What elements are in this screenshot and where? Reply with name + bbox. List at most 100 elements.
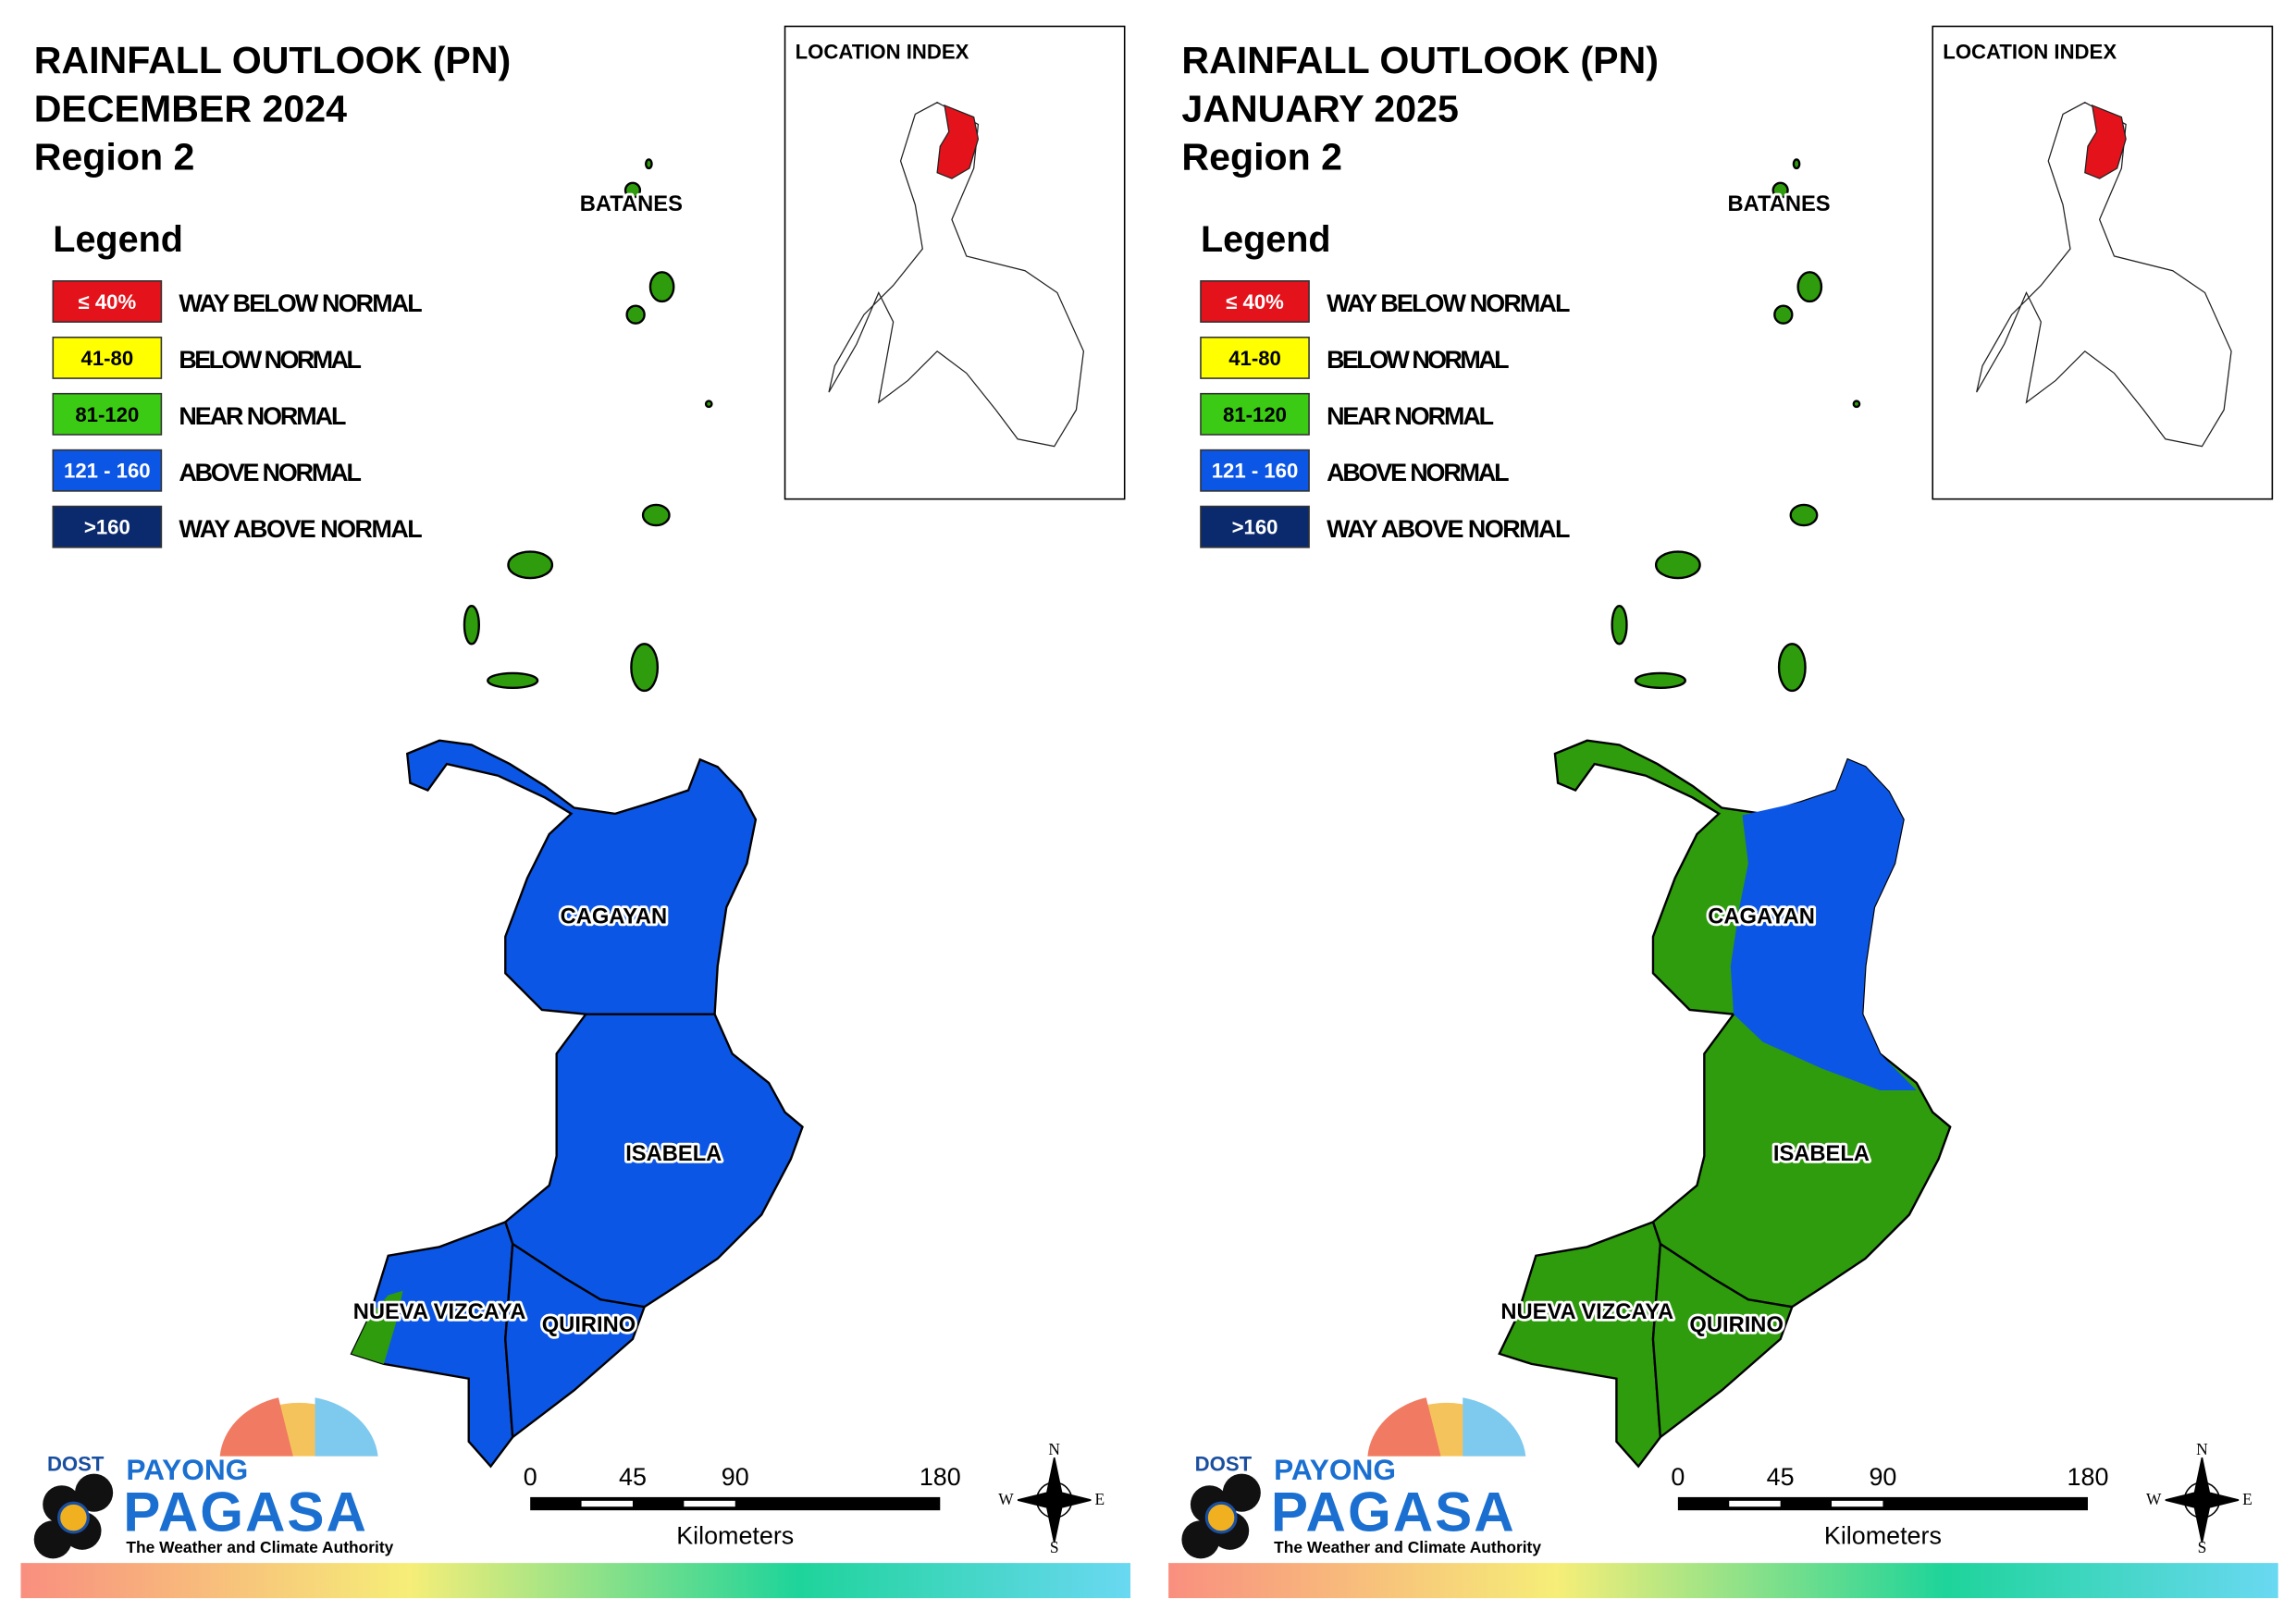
legend-label: BELOW NORMAL bbox=[179, 346, 361, 374]
logo-tagline: The Weather and Climate Authority bbox=[126, 1538, 393, 1556]
umbrella-right bbox=[1463, 1397, 1526, 1457]
umbrella-left bbox=[1367, 1397, 1441, 1457]
philippines bbox=[828, 102, 1085, 448]
province-label: ISABELA bbox=[1773, 1142, 1870, 1166]
footer-band bbox=[20, 1563, 1131, 1599]
panel-title: RAINFALL OUTLOOK (PN) bbox=[34, 39, 512, 81]
philippines bbox=[1976, 102, 2232, 448]
compass-ring bbox=[2183, 1482, 2221, 1518]
island bbox=[487, 671, 539, 689]
legend-label: NEAR NORMAL bbox=[179, 402, 346, 430]
island bbox=[1634, 671, 1686, 689]
legend-label: WAY BELOW NORMAL bbox=[179, 289, 422, 317]
legend-swatch bbox=[1200, 336, 1310, 379]
logo-seal bbox=[1204, 1501, 1238, 1534]
legend-range: 41-80 bbox=[81, 347, 134, 370]
legend-label: NEAR NORMAL bbox=[1327, 402, 1494, 430]
province bbox=[405, 739, 758, 1015]
legend-swatch bbox=[1200, 280, 1310, 323]
compass-letter: S bbox=[2198, 1538, 2207, 1556]
compass-rose bbox=[1017, 1457, 1092, 1543]
legend-swatch bbox=[52, 392, 163, 436]
island bbox=[1773, 304, 1794, 325]
umbrella-right bbox=[315, 1397, 378, 1457]
panel-title: JANUARY 2025 bbox=[1181, 87, 1458, 129]
legend-title: Legend bbox=[53, 219, 183, 260]
legend-label: ABOVE NORMAL bbox=[179, 459, 361, 486]
legend-label: ABOVE NORMAL bbox=[1327, 459, 1509, 486]
legend-swatch bbox=[52, 505, 163, 548]
panel-title: DECEMBER 2024 bbox=[34, 87, 347, 129]
province bbox=[1498, 1220, 1662, 1469]
legend-swatch bbox=[1200, 449, 1310, 492]
logo-agency: DOST bbox=[47, 1452, 105, 1475]
island bbox=[623, 181, 642, 199]
province-label: NUEVA VIZCAYA bbox=[353, 1300, 526, 1324]
legend-range: 121 - 160 bbox=[1212, 460, 1299, 483]
province-label: ISABELA bbox=[625, 1142, 722, 1166]
scale-tick: 45 bbox=[1767, 1463, 1795, 1491]
legend-range: 41-80 bbox=[1228, 347, 1281, 370]
scale-segment bbox=[1832, 1500, 1883, 1507]
rainfall-zone bbox=[1730, 759, 1917, 1090]
legend-label: WAY ABOVE NORMAL bbox=[179, 515, 422, 543]
compass-letter: W bbox=[2146, 1490, 2162, 1508]
legend-swatch bbox=[1200, 505, 1310, 548]
logo-tagline: The Weather and Climate Authority bbox=[1274, 1538, 1541, 1556]
scale-segment bbox=[581, 1500, 633, 1507]
legend-label: WAY BELOW NORMAL bbox=[1327, 289, 1570, 317]
island-label: BATANES bbox=[580, 192, 683, 216]
island bbox=[1611, 604, 1628, 646]
island bbox=[1777, 643, 1807, 693]
logo-petal bbox=[1181, 1520, 1220, 1559]
legend-range: 81-120 bbox=[75, 403, 139, 426]
island bbox=[1789, 503, 1819, 527]
compass-letter: N bbox=[1048, 1440, 1060, 1458]
rainfall-zone bbox=[352, 1290, 403, 1364]
province-label: NUEVA VIZCAYA bbox=[1500, 1300, 1673, 1324]
region-highlight bbox=[2084, 104, 2127, 179]
logo-petal bbox=[33, 1520, 72, 1559]
province-label: CAGAYAN bbox=[1708, 905, 1815, 929]
region-highlight bbox=[936, 104, 980, 179]
province-label: QUIRINO bbox=[542, 1313, 636, 1337]
logo-agency: DOST bbox=[1195, 1452, 1253, 1475]
legend-title: Legend bbox=[1201, 219, 1331, 260]
scale-segment bbox=[684, 1500, 735, 1507]
scale-tick: 180 bbox=[920, 1463, 961, 1491]
province bbox=[503, 1013, 804, 1309]
island bbox=[625, 304, 646, 325]
legend-range: ≤ 40% bbox=[1226, 290, 1284, 314]
legend-swatch bbox=[52, 280, 163, 323]
compass-letter: S bbox=[1050, 1538, 1059, 1556]
island bbox=[507, 550, 554, 580]
legend-swatch bbox=[1200, 392, 1310, 436]
logo-line2: PAGASA bbox=[1271, 1481, 1514, 1543]
island bbox=[1852, 400, 1861, 409]
island bbox=[1796, 271, 1823, 303]
island bbox=[1792, 158, 1801, 170]
panel-title: Region 2 bbox=[34, 136, 195, 178]
logo-line2: PAGASA bbox=[123, 1481, 366, 1543]
scale-unit: Kilometers bbox=[1824, 1522, 1942, 1550]
scale-tick: 0 bbox=[524, 1463, 537, 1491]
island bbox=[1771, 181, 1789, 199]
panel-title: Region 2 bbox=[1181, 136, 1342, 178]
province-label: CAGAYAN bbox=[561, 905, 668, 929]
scale-tick: 90 bbox=[722, 1463, 749, 1491]
island-label: BATANES bbox=[1727, 192, 1830, 216]
panel: RAINFALL OUTLOOK (PN) JANUARY 2025 Region … bbox=[1168, 25, 2278, 1599]
logo-seal bbox=[57, 1501, 90, 1534]
island bbox=[648, 271, 675, 303]
scale-tick: 0 bbox=[1671, 1463, 1685, 1491]
logo-petal bbox=[75, 1473, 114, 1512]
location-title: LOCATION INDEX bbox=[796, 40, 969, 63]
island bbox=[704, 400, 713, 409]
footer-band bbox=[1168, 1563, 2278, 1599]
logo-petal bbox=[1222, 1473, 1261, 1512]
legend-label: BELOW NORMAL bbox=[1327, 346, 1509, 374]
island bbox=[1654, 550, 1701, 580]
island bbox=[630, 643, 660, 693]
